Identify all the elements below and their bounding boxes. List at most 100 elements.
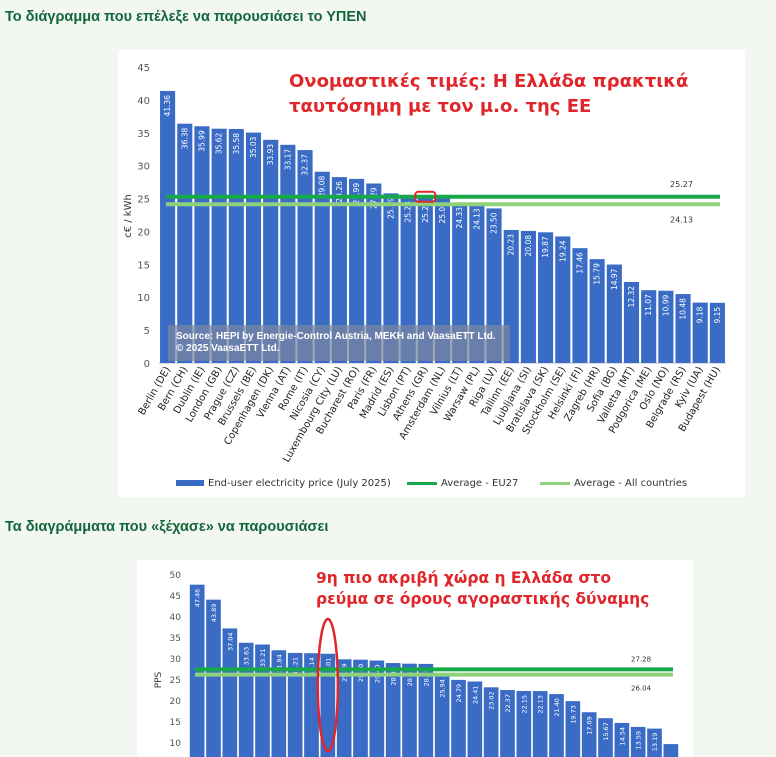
legend-item-all: Average - All countries	[540, 478, 687, 489]
pps-y-tick: 10	[170, 739, 182, 749]
chart-panel-nominal: 0 5 10 15 20 25 30 35 40 45 c€ / kWh 41.36 Berlin (D…	[118, 50, 745, 497]
legend-item-eu27: Average - EU27	[407, 478, 518, 489]
nominal-bar	[160, 90, 176, 363]
nominal-value-label: 20.23	[507, 234, 516, 256]
nominal-y-label: c€ / kWh	[123, 194, 134, 238]
nominal-bar	[349, 178, 365, 363]
pps-value-label: 24.79	[455, 684, 463, 703]
nominal-value-label: 25.79	[386, 197, 395, 219]
nominal-bar	[194, 126, 210, 363]
pps-annotation-line1: 9η πιο ακριβή χώρα η Ελλάδα στο	[316, 569, 612, 587]
nominal-y-tick: 15	[137, 260, 150, 271]
nominal-bar	[245, 132, 262, 363]
nominal-bar	[469, 204, 485, 363]
nominal-y-tick: 5	[144, 326, 150, 337]
source-box: Source: HEPI by Energie-Control Austria,…	[168, 325, 510, 361]
legend-label-bars: End-user electricity price (July 2025)	[208, 478, 391, 489]
nominal-annotation: Ονομαστικές τιμές: Η Ελλάδα πρακτικά ταυ…	[289, 70, 688, 120]
pps-value-label: 23.02	[488, 691, 496, 710]
nominal-avg-label-all: 24.13	[670, 215, 693, 224]
pps-value-label: 28.59	[422, 668, 430, 687]
nominal-bar	[692, 302, 708, 363]
nominal-bar	[555, 236, 571, 363]
nominal-value-label: 25.23	[404, 201, 413, 223]
pps-y-tick: 15	[170, 718, 181, 728]
pps-value-label: 28.65	[406, 668, 414, 687]
pps-bar	[581, 712, 597, 757]
nominal-value-label: 32.37	[301, 154, 310, 176]
nominal-value-label: 17.46	[575, 252, 584, 274]
nominal-value-label: 25.08	[438, 202, 447, 224]
top-heading: Το διάγραμμα που επέλεξε να παρουσιάσει …	[5, 9, 367, 25]
nominal-bar	[658, 290, 674, 363]
pps-value-label: 22.13	[537, 695, 545, 714]
nominal-bar	[452, 202, 468, 363]
nominal-value-label: 10.48	[679, 298, 688, 320]
pps-price-chart: 10 15 20 25 30 35 40 45 50 PPS 47.46 43.89 37.04 33.6…	[154, 571, 679, 757]
pps-y-tick: 50	[170, 571, 182, 581]
nominal-bar	[520, 230, 536, 363]
pps-y-label: PPS	[154, 671, 164, 688]
nominal-value-label: 25.20	[421, 201, 430, 223]
pps-bar	[304, 653, 319, 757]
nominal-value-label: 23.50	[490, 212, 499, 234]
nominal-highlight-marker	[414, 190, 437, 203]
nominal-value-label: 35.99	[197, 130, 206, 152]
pps-annotation: 9η πιο ακριβή χώρα η Ελλάδα στο ρεύμα σε…	[316, 568, 649, 611]
nominal-y-tick: 20	[137, 227, 150, 238]
nominal-value-label: 9.18	[696, 306, 705, 323]
pps-value-label: 33.63	[243, 647, 251, 666]
pps-value-label: 17.09	[586, 716, 594, 735]
nominal-y-tick: 30	[137, 162, 150, 173]
nominal-value-label: 20.08	[524, 235, 533, 257]
legend-label-all: Average - All countries	[574, 478, 688, 489]
nominal-bar	[623, 281, 640, 363]
legend-item-bars: End-user electricity price (July 2025)	[176, 478, 391, 489]
pps-value-label: 24.41	[471, 685, 479, 704]
nominal-bar	[280, 144, 296, 363]
nominal-value-label: 12.32	[627, 286, 636, 308]
nominal-bar	[486, 208, 502, 363]
nominal-value-label: 10.99	[661, 294, 670, 316]
pps-bar	[663, 744, 679, 757]
nominal-value-label: 27.99	[352, 183, 361, 205]
pps-value-label: 15.67	[602, 722, 610, 741]
nominal-bar	[641, 290, 657, 363]
chart-legend: End-user electricity price (July 2025) A…	[176, 478, 736, 492]
nominal-value-label: 19.87	[541, 236, 550, 258]
nominal-bar	[228, 128, 244, 363]
pps-y-tick: 40	[170, 613, 182, 623]
source-line2: © 2025 VaasaETT Ltd.	[176, 343, 280, 354]
pps-value-label: 43.89	[210, 604, 218, 623]
legend-swatch-bars	[176, 480, 204, 486]
nominal-value-label: 36.38	[180, 127, 189, 149]
pps-value-label: 31.21	[292, 657, 300, 676]
bottom-heading: Τα διαγράμματα που «ξέχασε» να παρουσιάσ…	[5, 519, 329, 535]
pps-y-tick: 20	[170, 697, 182, 707]
nominal-y-tick: 40	[137, 96, 150, 107]
nominal-bar	[383, 193, 399, 363]
pps-bar	[287, 652, 303, 757]
nominal-bar	[538, 232, 554, 363]
nominal-value-label: 11.07	[644, 294, 653, 316]
nominal-value-label: 24.13	[472, 208, 481, 230]
nominal-avg-label-eu27: 25.27	[670, 180, 693, 189]
pps-bar	[434, 675, 450, 757]
nominal-bar	[709, 302, 725, 363]
pps-bar	[549, 694, 564, 757]
nominal-value-label: 9.15	[713, 307, 722, 324]
pps-y-tick: 45	[170, 592, 181, 602]
pps-value-label: 13.59	[635, 731, 643, 750]
nominal-bar	[314, 171, 330, 363]
nominal-value-label: 19.24	[558, 240, 567, 262]
pps-bar	[516, 690, 532, 757]
nominal-value-label: 29.08	[318, 176, 327, 198]
nominal-bar	[606, 264, 622, 363]
nominal-y-tick: 10	[137, 293, 150, 304]
pps-y-tick: 25	[170, 676, 181, 686]
pps-value-label: 31.01	[324, 658, 332, 677]
nominal-bar	[572, 248, 588, 363]
pps-bar	[500, 690, 515, 757]
pps-bar	[336, 659, 352, 757]
